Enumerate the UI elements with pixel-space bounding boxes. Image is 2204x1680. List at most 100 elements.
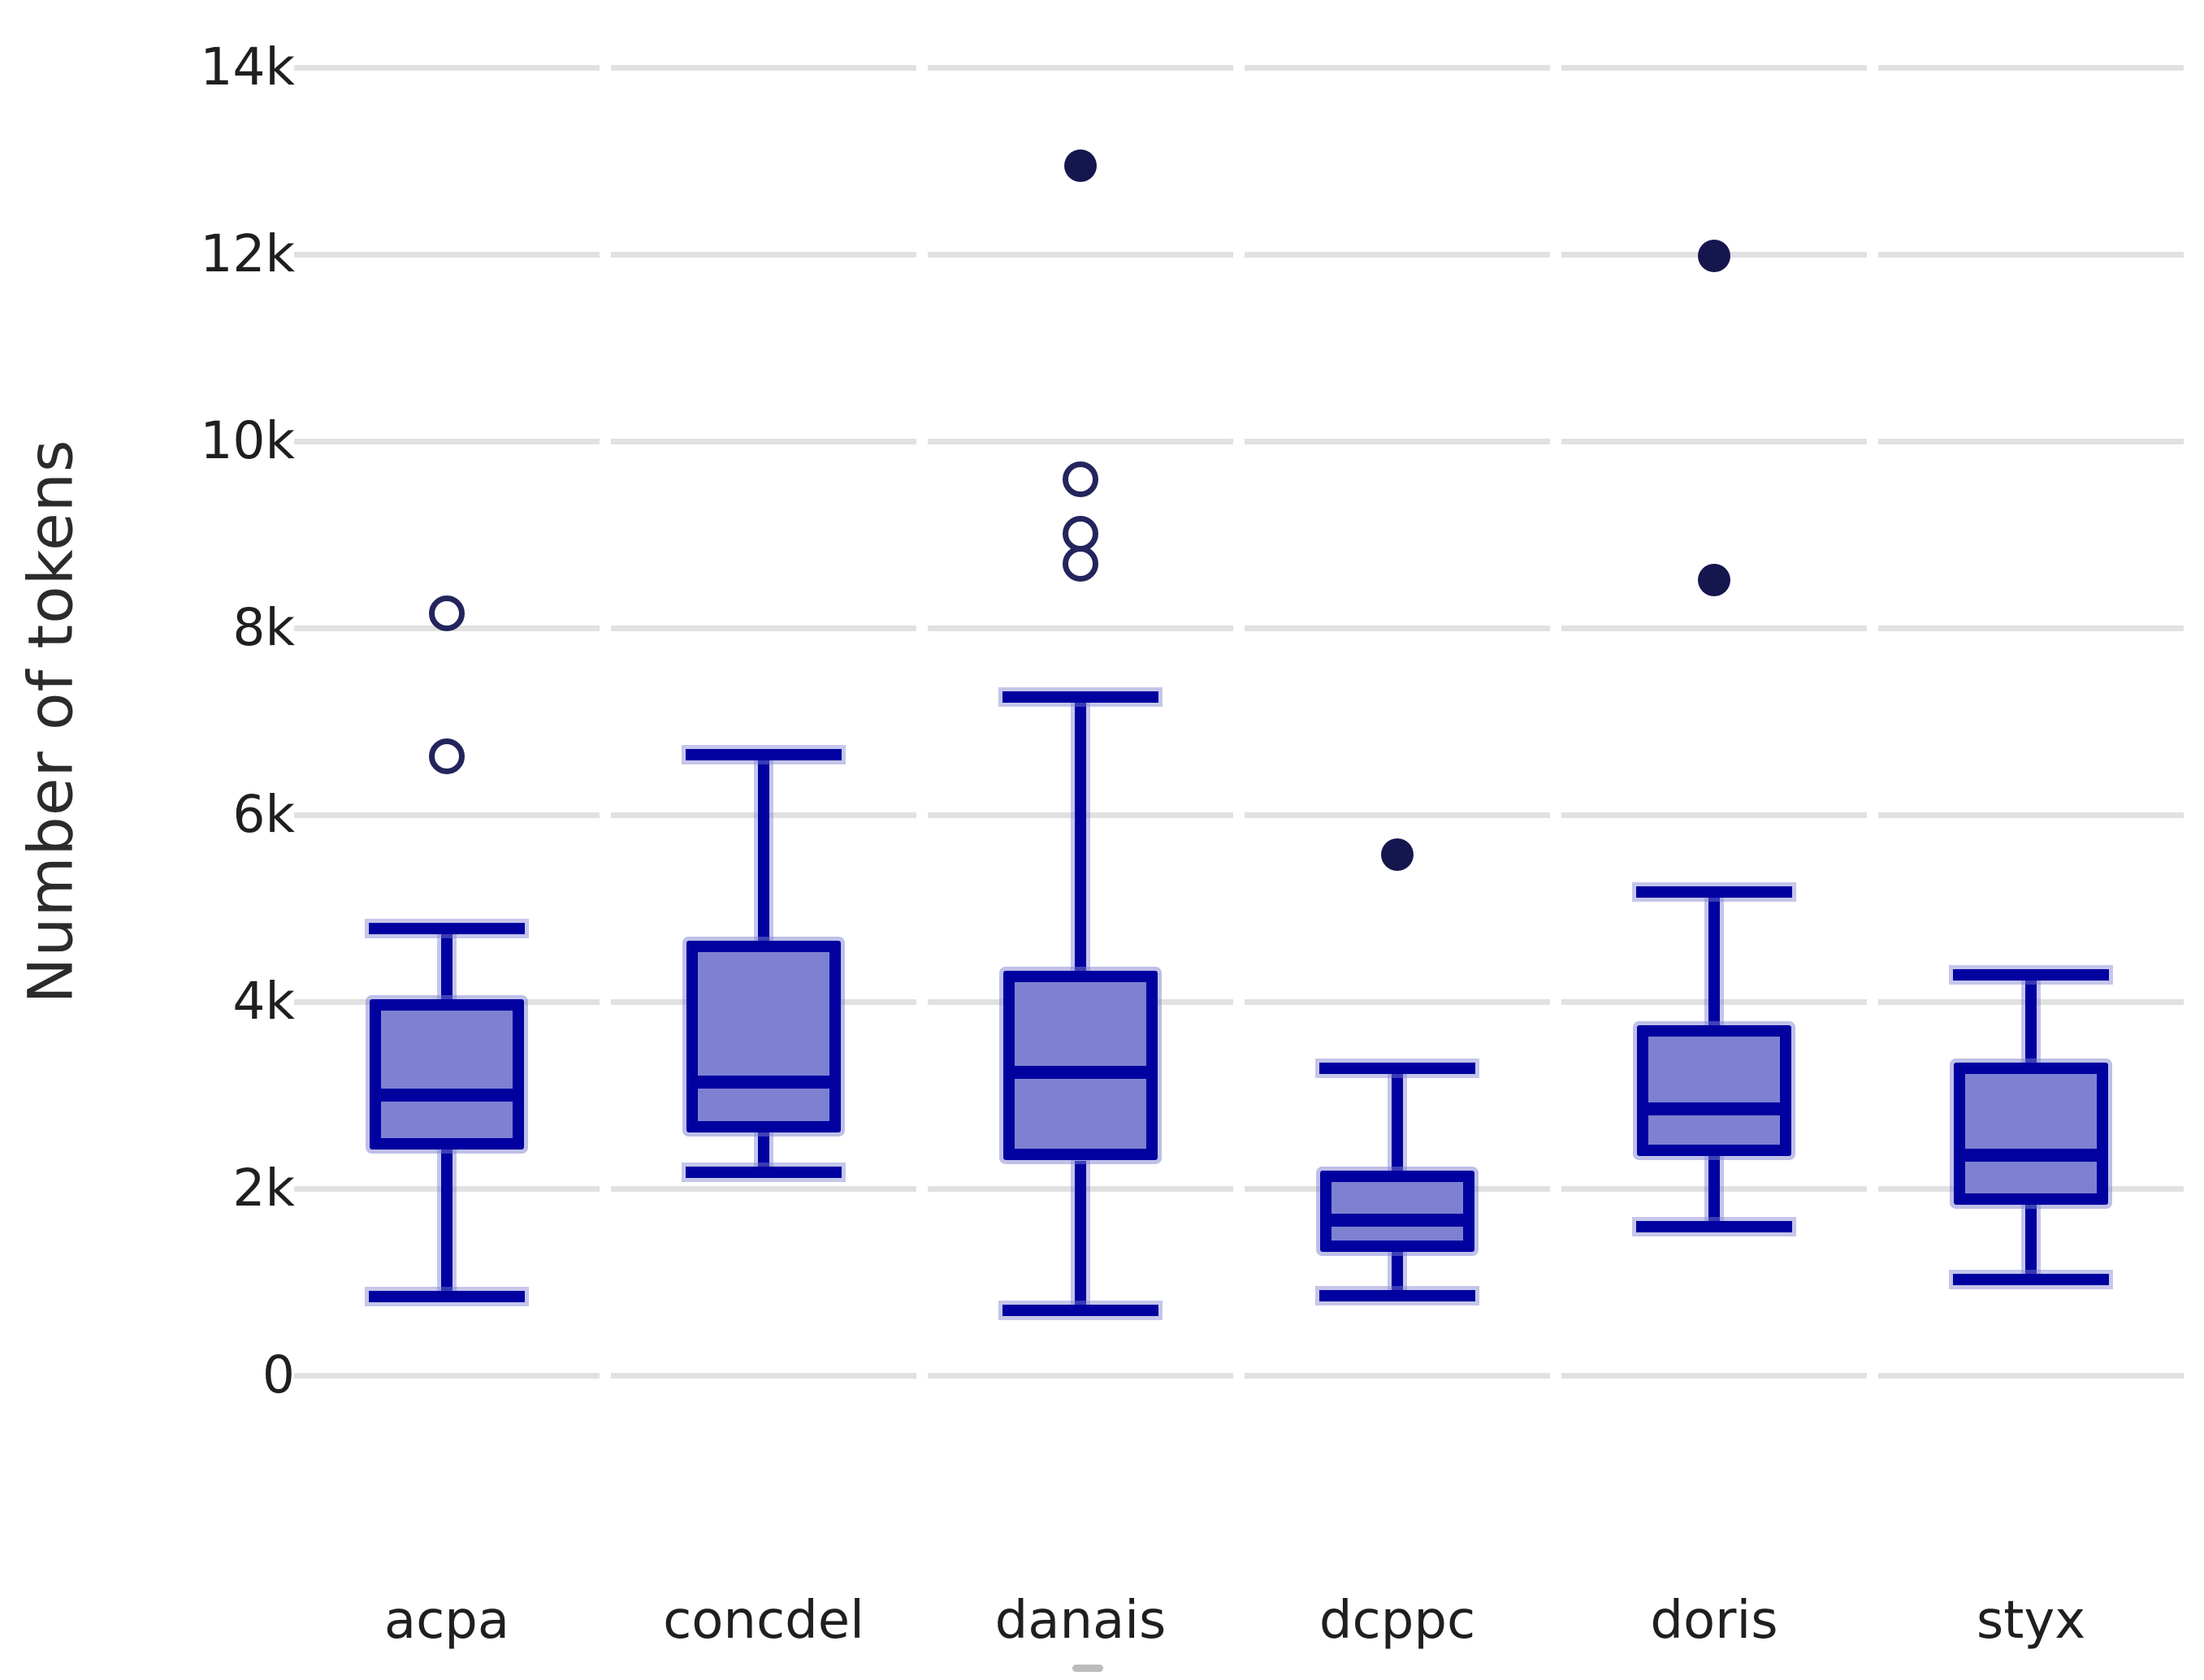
- upper-whisker-cap-danais: [1002, 691, 1158, 704]
- upper-whisker-concdel: [758, 755, 769, 942]
- upper-whisker-doris: [1708, 892, 1720, 1025]
- median-danais: [1015, 1066, 1146, 1080]
- upper-whisker-acpa: [441, 929, 452, 999]
- gridline-6k: [1878, 812, 2184, 818]
- gridline-6k: [294, 812, 600, 818]
- gridline-8k: [1245, 626, 1550, 631]
- column-acpa: [288, 0, 605, 1680]
- gridline-14k: [1878, 65, 2184, 71]
- lower-whisker-cap-doris: [1636, 1221, 1792, 1233]
- gridline-10k: [294, 439, 600, 444]
- gridline-4k: [1245, 999, 1550, 1005]
- gridline-10k: [928, 439, 1233, 444]
- gridline-10k: [1245, 439, 1550, 444]
- column-concdel: [605, 0, 922, 1680]
- outlier-open-danais[interactable]: [1063, 461, 1098, 498]
- column-dcppc: [1239, 0, 1556, 1680]
- upper-whisker-dcppc: [1392, 1067, 1403, 1171]
- gridline-0: [611, 1373, 916, 1379]
- median-doris: [1648, 1102, 1780, 1116]
- upper-whisker-styx: [2025, 974, 2037, 1063]
- gridline-8k: [1878, 626, 2184, 631]
- outlier-open-danais[interactable]: [1063, 545, 1098, 582]
- lower-whisker-cap-dcppc: [1319, 1290, 1475, 1302]
- lower-whisker-styx: [2025, 1204, 2037, 1279]
- gridline-0: [1878, 1373, 2184, 1379]
- outlier-open-acpa[interactable]: [429, 738, 465, 774]
- box-doris[interactable]: [1637, 1024, 1791, 1156]
- outlier-filled-doris[interactable]: [1698, 564, 1730, 597]
- upper-whisker-cap-dcppc: [1319, 1062, 1475, 1074]
- box-concdel[interactable]: [686, 941, 841, 1132]
- y-tick-label-8k: 8k: [232, 598, 295, 657]
- gridline-12k: [1878, 252, 2184, 258]
- y-tick-label-10k: 10k: [200, 411, 295, 470]
- y-axis-title: Number of tokens: [14, 439, 87, 1004]
- gridline-14k: [294, 65, 600, 71]
- gridline-12k: [928, 252, 1233, 258]
- lower-whisker-cap-concdel: [686, 1167, 842, 1179]
- column-doris: [1556, 0, 1873, 1680]
- upper-whisker-cap-acpa: [369, 923, 525, 935]
- gridline-14k: [928, 65, 1233, 71]
- box-dcppc[interactable]: [1320, 1171, 1474, 1253]
- gridline-12k: [1245, 252, 1550, 258]
- outlier-open-acpa[interactable]: [429, 595, 465, 631]
- median-styx: [1965, 1148, 2097, 1162]
- outlier-filled-doris[interactable]: [1698, 240, 1730, 273]
- upper-whisker-cap-doris: [1636, 886, 1792, 898]
- box-danais[interactable]: [1003, 971, 1158, 1161]
- y-tick-label-2k: 2k: [232, 1158, 295, 1218]
- column-danais: [922, 0, 1239, 1680]
- gridline-6k: [1245, 812, 1550, 818]
- lower-whisker-doris: [1708, 1155, 1720, 1228]
- lower-whisker-cap-danais: [1002, 1304, 1158, 1316]
- y-tick-label-14k: 14k: [200, 37, 295, 97]
- x-tick-label-danais: danais: [994, 1591, 1167, 1651]
- median-acpa: [381, 1089, 513, 1102]
- lower-whisker-concdel: [758, 1132, 769, 1173]
- gridline-8k: [1561, 626, 1867, 631]
- gridline-6k: [1561, 812, 1867, 818]
- median-dcppc: [1331, 1214, 1463, 1228]
- screenshot-artifact-dash: [1072, 1665, 1103, 1672]
- gridline-8k: [611, 626, 916, 631]
- lower-whisker-cap-acpa: [369, 1291, 525, 1303]
- x-tick-label-dcppc: dcppc: [1319, 1591, 1476, 1651]
- x-tick-label-acpa: acpa: [383, 1591, 510, 1651]
- gridline-2k: [611, 1186, 916, 1192]
- lower-whisker-acpa: [441, 1149, 452, 1297]
- upper-whisker-cap-concdel: [686, 749, 842, 761]
- y-tick-label-12k: 12k: [200, 224, 295, 284]
- outlier-filled-danais[interactable]: [1064, 149, 1097, 182]
- y-tick-label-0: 0: [262, 1345, 295, 1405]
- y-tick-label-4k: 4k: [232, 972, 295, 1031]
- x-tick-label-concdel: concdel: [663, 1591, 864, 1651]
- upper-whisker-danais: [1075, 697, 1086, 972]
- gridline-0: [928, 1373, 1233, 1379]
- box-styx[interactable]: [1954, 1062, 2108, 1205]
- gridline-0: [294, 1373, 600, 1379]
- lower-whisker-cap-styx: [1953, 1273, 2109, 1285]
- gridline-14k: [1561, 65, 1867, 71]
- gridline-14k: [1245, 65, 1550, 71]
- lower-whisker-danais: [1075, 1160, 1086, 1310]
- x-tick-label-styx: styx: [1976, 1591, 2086, 1651]
- gridline-10k: [611, 439, 916, 444]
- outlier-filled-dcppc[interactable]: [1381, 838, 1414, 872]
- gridline-10k: [1878, 439, 2184, 444]
- box-acpa[interactable]: [370, 998, 524, 1150]
- gridline-10k: [1561, 439, 1867, 444]
- y-tick-label-6k: 6k: [232, 785, 295, 844]
- x-tick-label-doris: doris: [1650, 1591, 1778, 1651]
- gridline-0: [1245, 1373, 1550, 1379]
- lower-whisker-dcppc: [1392, 1252, 1403, 1297]
- gridline-12k: [294, 252, 600, 258]
- gridline-0: [1561, 1373, 1867, 1379]
- gridline-14k: [611, 65, 916, 71]
- median-concdel: [698, 1075, 829, 1089]
- gridline-12k: [611, 252, 916, 258]
- gridline-8k: [928, 626, 1233, 631]
- column-styx: [1873, 0, 2189, 1680]
